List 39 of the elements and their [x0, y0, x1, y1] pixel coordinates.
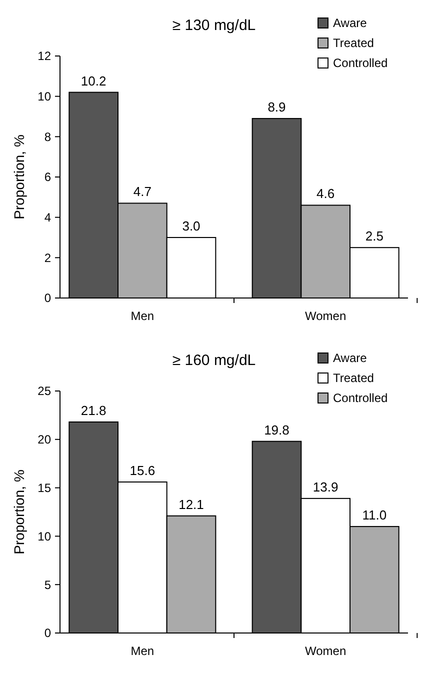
y-tick-label: 2 — [44, 250, 52, 265]
text: 12.1 — [178, 496, 204, 512]
y-tick-label: 5 — [44, 578, 52, 592]
x-tick-label: Men — [130, 644, 154, 658]
text: 10.2 — [80, 73, 106, 88]
legend-label: Controlled — [333, 56, 388, 70]
x-tick-label: Men — [130, 309, 154, 323]
chart-title: ≥ 130 mg/dL — [172, 17, 256, 34]
y-tick-label: 20 — [38, 432, 52, 447]
y-tick-label: 0 — [44, 626, 52, 640]
text: 13.9 — [312, 479, 338, 494]
text: 4.7 — [133, 184, 152, 200]
y-axis-title: Proportion, % — [11, 134, 27, 220]
text: 3.0 — [182, 218, 200, 234]
legend-label: Treated — [333, 36, 374, 50]
text: 8.9 — [268, 100, 286, 115]
x-tick-label: Women — [305, 309, 346, 323]
legend-label: Aware — [333, 16, 368, 30]
y-tick-label: 10 — [38, 529, 52, 544]
y-tick-label: 25 — [38, 384, 52, 398]
text: 11.0 — [362, 508, 387, 523]
y-axis-title: Proportion, % — [11, 470, 27, 554]
text: 19.8 — [264, 422, 290, 438]
y-tick-label: 15 — [38, 481, 52, 495]
text: 15.6 — [130, 462, 156, 478]
legend-label: Treated — [333, 371, 374, 385]
y-tick-label: 12 — [38, 49, 52, 64]
legend-label: Controlled — [333, 391, 388, 405]
x-tick-label: Women — [305, 644, 346, 658]
y-tick-label: 4 — [44, 210, 52, 225]
y-tick-label: 0 — [44, 291, 52, 306]
text: 4.6 — [316, 186, 335, 202]
y-tick-label: 10 — [38, 90, 52, 104]
y-tick-label: 6 — [44, 170, 52, 184]
text: 2.5 — [365, 228, 384, 244]
y-tick-label: 8 — [44, 130, 52, 144]
chart-title: ≥ 160 mg/dL — [172, 352, 256, 369]
text: 21.8 — [80, 402, 106, 418]
legend-label: Aware — [333, 351, 368, 365]
